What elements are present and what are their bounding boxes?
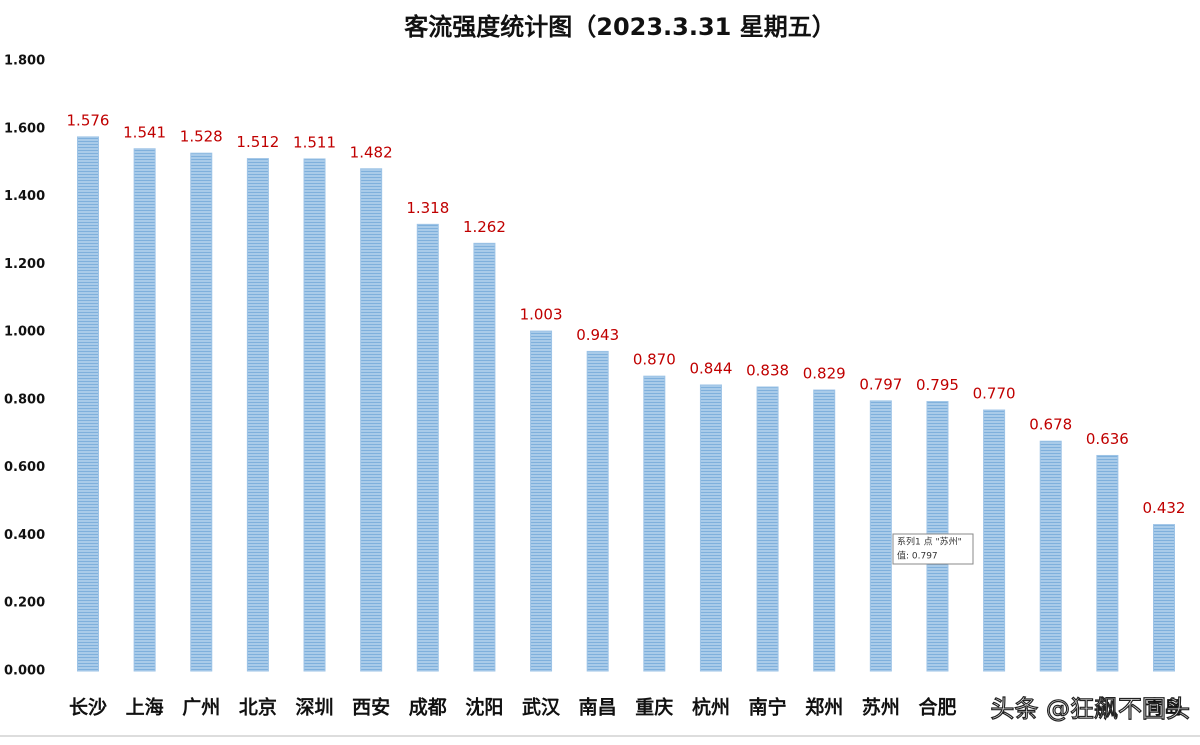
y-tick-label: 1.000 [4,325,45,340]
value-label: 1.511 [293,133,336,151]
bar [1096,454,1119,672]
bar [303,158,326,672]
x-tick-label: 武汉 [522,697,561,719]
x-tick-label: 西安 [352,696,390,719]
bar [1039,440,1062,672]
bar [473,242,496,672]
value-label: 0.943 [576,326,619,344]
tooltip-text: 系列1 点 "苏州" [897,536,962,548]
x-tick-label: 重庆 [635,696,673,719]
x-tick-label: 北京 [239,696,277,719]
bar [983,409,1006,672]
bar [1153,524,1175,672]
value-label: 1.482 [350,143,393,161]
x-tick-label: 杭州 [692,696,730,719]
x-tick-label: 青岛 [1145,696,1183,719]
value-label: 0.678 [1029,416,1072,434]
bar [756,386,779,672]
bar [246,158,269,672]
x-tick-label: 沈阳 [465,696,503,719]
watermark: 头条 @狂飙不回头 [990,695,1190,723]
x-tick-label: 成都 [409,696,447,719]
x-tick-label: 南宁 [749,696,787,719]
bar [133,148,156,672]
value-label: 0.829 [803,365,846,383]
tooltip-text: 值: 0.797 [897,550,938,562]
y-tick-label: 1.200 [4,257,45,272]
bar [869,400,892,672]
y-tick-label: 0.000 [4,664,45,679]
x-tick-label: 南昌 [579,697,617,719]
bar [416,223,439,672]
x-tick-label: 合肥 [918,696,956,719]
x-tick-label: 深圳 [296,696,334,719]
x-tick-label: 长沙 [69,697,107,719]
y-tick-label: 1.400 [4,189,45,204]
tooltip-box [892,533,974,565]
y-tick-label: 0.800 [4,392,45,407]
value-label: 0.838 [746,362,789,380]
value-label: 0.636 [1086,430,1129,448]
value-label: 1.528 [180,128,223,146]
bar [586,350,609,672]
bar [643,375,666,672]
y-tick-label: 1.800 [4,54,45,69]
y-tick-label: 0.600 [4,460,45,475]
y-tick-label: 0.200 [4,596,45,611]
value-label: 0.432 [1143,499,1186,517]
bar [530,330,553,672]
chart-title: 客流强度统计图（2023.3.31 星期五） [404,13,835,41]
x-tick-label: 上海 [126,696,164,719]
value-label: 1.318 [406,199,449,217]
y-tick-label: 0.400 [4,528,45,543]
value-label: 0.870 [633,351,676,369]
value-label: 1.262 [463,218,506,236]
y-tick-label: 1.600 [4,121,45,136]
x-tick-label: 苏州 [862,696,900,719]
x-tick-label: 郑州 [805,697,843,719]
value-label: 1.576 [67,111,110,129]
value-label: 0.844 [689,359,732,377]
x-tick-label: 广州 [182,696,220,719]
bar [360,168,383,672]
bar [813,389,836,672]
value-label: 1.541 [123,123,166,141]
bar [77,136,99,672]
bar [699,384,722,672]
value-label: 0.770 [973,385,1016,403]
value-label: 1.003 [520,306,563,324]
bar [190,152,213,672]
value-label: 1.512 [236,133,279,151]
value-label: 0.795 [916,376,959,394]
value-label: 0.797 [859,375,902,393]
